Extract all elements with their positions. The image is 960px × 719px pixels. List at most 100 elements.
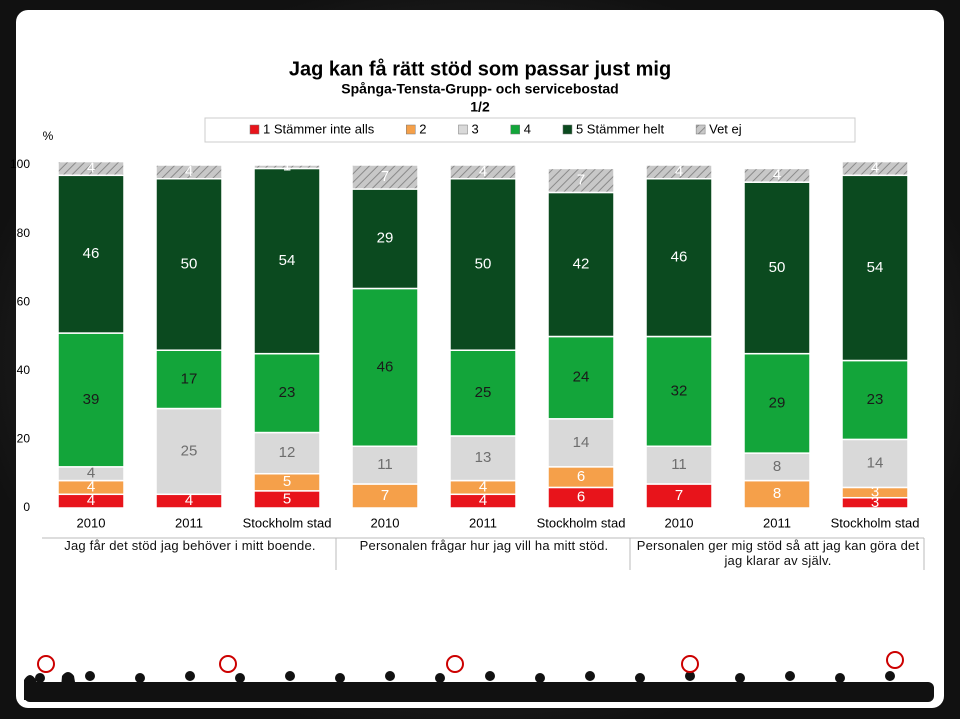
data-label: 39: [83, 391, 100, 408]
data-label: 46: [377, 358, 394, 375]
group-label: Jag får det stöd jag behöver i mitt boen…: [64, 538, 316, 553]
y-tick-label: 20: [17, 432, 31, 446]
x-tick-label: 2010: [371, 515, 400, 530]
data-label: 23: [279, 384, 296, 401]
data-label: 4: [871, 159, 879, 176]
data-label: 4: [479, 478, 487, 495]
legend-swatch: [458, 124, 468, 135]
bar-segment: [645, 177, 713, 338]
data-label: 32: [671, 382, 688, 399]
bar-segment: [547, 167, 615, 194]
bar-segment: [841, 174, 909, 362]
data-label: 4: [675, 163, 683, 180]
bar-segment: [351, 188, 419, 290]
data-label: 25: [475, 384, 492, 401]
data-label: 17: [181, 370, 198, 387]
data-label: 50: [181, 255, 198, 272]
data-label: 8: [773, 458, 781, 475]
data-label: 54: [279, 252, 296, 269]
data-label: 4: [185, 163, 193, 180]
bar-segment: [547, 418, 615, 468]
bar-segment: [155, 349, 223, 410]
bar-segment: [253, 164, 321, 170]
data-label: 4: [479, 492, 487, 509]
bar-segment: [841, 359, 909, 441]
data-label: 5: [283, 473, 291, 490]
bar-segment: [841, 160, 909, 177]
legend-swatch: [510, 124, 520, 135]
bar-segment: [449, 349, 517, 437]
data-label: 4: [87, 478, 95, 495]
x-tick-label: Stockholm stad: [243, 515, 332, 530]
data-label: 23: [867, 391, 884, 408]
bar-segment: [645, 483, 713, 509]
y-axis-label: %: [43, 129, 54, 143]
data-label: 8: [773, 485, 781, 502]
bar-segment: [351, 483, 419, 509]
bar-segment: [155, 177, 223, 351]
group-label: Personalen ger mig stöd så att jag kan g…: [636, 538, 920, 568]
bar-segment: [841, 438, 909, 489]
data-label: 7: [675, 487, 683, 504]
data-label: 25: [181, 442, 198, 459]
data-label: 6: [577, 489, 585, 506]
x-tick-label: Stockholm stad: [831, 515, 920, 530]
legend-label: 3: [472, 121, 479, 136]
legend-label: Vet ej: [709, 121, 742, 136]
bar-segment: [253, 431, 321, 475]
data-label: 54: [867, 259, 884, 276]
x-tick-label: 2010: [77, 515, 106, 530]
data-label: 29: [769, 394, 786, 411]
x-tick-label: 2011: [469, 515, 497, 530]
bar-segment: [547, 335, 615, 420]
page-number: 1/2: [470, 99, 490, 115]
data-label: 7: [381, 487, 389, 504]
walkers-decoration: [20, 648, 940, 704]
data-label: 3: [871, 484, 879, 501]
data-label: 4: [87, 492, 95, 509]
data-label: 11: [377, 456, 393, 473]
bar-segment: [57, 332, 125, 468]
x-tick-label: 2011: [763, 515, 791, 530]
y-tick-label: 40: [17, 363, 31, 377]
data-label: 29: [377, 230, 394, 247]
data-label: 4: [87, 465, 95, 482]
legend-label: 2: [419, 121, 426, 136]
data-label: 14: [573, 434, 590, 451]
legend-box: [204, 117, 856, 143]
x-tick-label: 2010: [665, 515, 694, 530]
legend-swatch: [562, 124, 573, 135]
data-label: 4: [185, 492, 193, 509]
data-label: 50: [769, 259, 786, 276]
data-label: 46: [671, 249, 688, 266]
data-label: 7: [381, 168, 389, 185]
bar-segment: [449, 164, 517, 180]
bar-segment: [547, 191, 615, 338]
data-label: 7: [577, 171, 585, 188]
data-label: 42: [573, 255, 590, 272]
data-label: 14: [867, 454, 884, 471]
bar-segment: [743, 167, 811, 183]
legend-label: 4: [524, 121, 531, 136]
data-label: 3: [871, 494, 879, 511]
bar-segment: [645, 445, 713, 485]
data-label: 11: [671, 456, 687, 473]
data-label: 13: [475, 449, 492, 466]
data-label: 6: [577, 468, 585, 485]
data-label: 4: [87, 159, 95, 176]
group-label: Personalen frågar hur jag vill ha mitt s…: [359, 538, 609, 553]
y-tick-label: 60: [17, 294, 31, 308]
bar-segment: [351, 164, 419, 190]
data-label: 12: [279, 444, 296, 461]
data-label: 46: [83, 245, 100, 262]
x-tick-label: 2011: [175, 515, 203, 530]
chart-title: Jag kan få rätt stöd som passar just mig: [289, 57, 671, 80]
y-tick-label: 100: [10, 157, 30, 171]
y-tick-label: 0: [23, 500, 30, 514]
bar-segment: [645, 335, 713, 448]
bar-segment: [449, 177, 517, 351]
x-tick-label: Stockholm stad: [537, 515, 626, 530]
bar-segment: [645, 164, 713, 180]
